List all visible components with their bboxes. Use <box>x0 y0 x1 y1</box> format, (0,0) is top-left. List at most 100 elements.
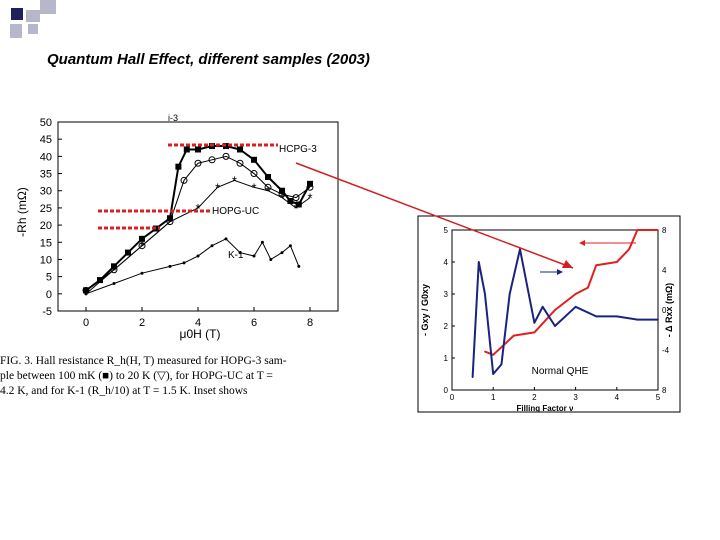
main-ytick-label: -5 <box>42 306 52 318</box>
data-point <box>280 251 284 255</box>
data-point <box>196 254 200 258</box>
inset-xtick-label: 2 <box>532 393 537 402</box>
inset-data-point <box>628 248 630 250</box>
inset-xtick-label: 4 <box>615 393 620 402</box>
inset-data-point <box>508 293 511 295</box>
data-point <box>269 257 273 261</box>
inset-data-point <box>471 376 474 379</box>
data-point <box>224 237 228 241</box>
connecting-arrow <box>295 162 574 269</box>
inset-data-point <box>595 264 597 267</box>
inset-title: Normal QHE <box>532 366 589 377</box>
main-xtick-label: 2 <box>139 317 145 329</box>
inset-ytick-label: 2 <box>444 322 449 331</box>
data-point <box>251 156 257 163</box>
data-point: * <box>251 180 256 195</box>
inset-ytick-label: 4 <box>444 258 449 267</box>
inset-data-point <box>513 334 515 337</box>
data-point <box>125 249 131 256</box>
inset-data-point <box>595 315 597 318</box>
data-point <box>288 244 292 248</box>
data-point <box>112 282 116 286</box>
data-point <box>140 271 144 275</box>
data-point <box>292 194 300 202</box>
title-square-3 <box>40 0 56 14</box>
inset-data-point <box>616 261 618 263</box>
data-point: * <box>307 191 312 206</box>
inset-ylabel-right: - Δ Rxx (mΩ) <box>664 283 674 337</box>
title-square-1 <box>11 8 23 20</box>
caption-line: FIG. 3. Hall resistance R_h(H, T) measur… <box>0 355 287 367</box>
data-point <box>265 173 271 180</box>
inset-xtick-label: 0 <box>450 393 455 402</box>
data-point <box>222 152 230 160</box>
main-xtick-label: 8 <box>307 317 313 329</box>
data-point <box>236 159 244 167</box>
main-ytick-label: 20 <box>40 220 52 232</box>
main-chart-axes <box>57 121 339 312</box>
inset-xlabel: Filling Factor ν <box>517 404 574 413</box>
main-chart-labels: -5 0 5 10 15 20 25 30 35 40 45 50 0 2 4 6 8 μ0H (T) -Rh (m… <box>15 113 317 341</box>
data-point <box>250 170 258 178</box>
main-xtick-label: 0 <box>83 317 89 329</box>
data-point <box>238 251 242 255</box>
annotation-overlay <box>98 143 574 269</box>
series-line <box>85 145 311 292</box>
inset-chart-marks <box>471 229 659 379</box>
inset-data-point <box>636 318 639 321</box>
data-point: * <box>139 239 144 254</box>
inset-data-point <box>533 331 536 334</box>
inset-data-point <box>554 325 556 327</box>
inset-data-point <box>533 322 536 324</box>
data-point <box>260 240 264 244</box>
data-point <box>237 146 243 153</box>
series-line <box>85 179 311 295</box>
main-xtick-label: 6 <box>251 317 257 329</box>
inset-data-point <box>657 229 659 231</box>
data-point <box>138 242 146 250</box>
data-point: * <box>232 173 237 188</box>
main-chart-marks: ************ <box>82 143 314 302</box>
inset-data-point <box>587 286 589 289</box>
series-line <box>85 155 311 291</box>
inset-data-point <box>492 373 495 375</box>
inset-data-point <box>636 229 639 231</box>
data-point <box>168 264 172 268</box>
inset-ytick-right-label: -4 <box>662 346 670 355</box>
main-ytick-label: 30 <box>40 186 52 198</box>
annotation-hopguc: HOPG-UC <box>212 206 259 217</box>
data-point <box>210 244 214 248</box>
inset-arrow-blue-head <box>557 269 563 275</box>
inset-plot-frame <box>451 229 659 391</box>
inset-ytick-right-label: 8 <box>662 386 667 395</box>
inset-xtick-label: 5 <box>656 393 661 402</box>
main-ytick-label: 50 <box>40 117 52 129</box>
inset-data-point <box>484 350 486 353</box>
annotation-k1: K-1 <box>228 250 244 261</box>
data-point <box>110 266 118 274</box>
inset-xtick-label: 3 <box>573 393 578 402</box>
inset-data-point <box>477 261 480 263</box>
annotation-i3: i-3 <box>168 113 178 123</box>
title-square-5 <box>28 24 38 34</box>
data-point <box>183 146 190 153</box>
data-point: * <box>111 263 116 278</box>
inset-chart-axes <box>417 215 681 413</box>
data-point: * <box>279 191 284 206</box>
inset-arrow-red-head <box>579 240 585 246</box>
main-ytick-label: 45 <box>40 134 52 146</box>
main-ytick-label: 0 <box>46 289 52 301</box>
data-point: * <box>265 184 270 199</box>
annotation-hcpg3: HCPG-3 <box>279 144 317 155</box>
main-ytick-label: 10 <box>40 254 52 266</box>
data-point <box>139 235 145 242</box>
data-point: * <box>167 215 172 230</box>
data-point <box>287 198 294 205</box>
inset-ytick-label: 0 <box>444 386 449 395</box>
data-point <box>297 264 301 268</box>
main-ytick-label: 25 <box>40 203 52 215</box>
inset-data-point <box>541 306 544 308</box>
inset-data-point <box>484 293 486 295</box>
